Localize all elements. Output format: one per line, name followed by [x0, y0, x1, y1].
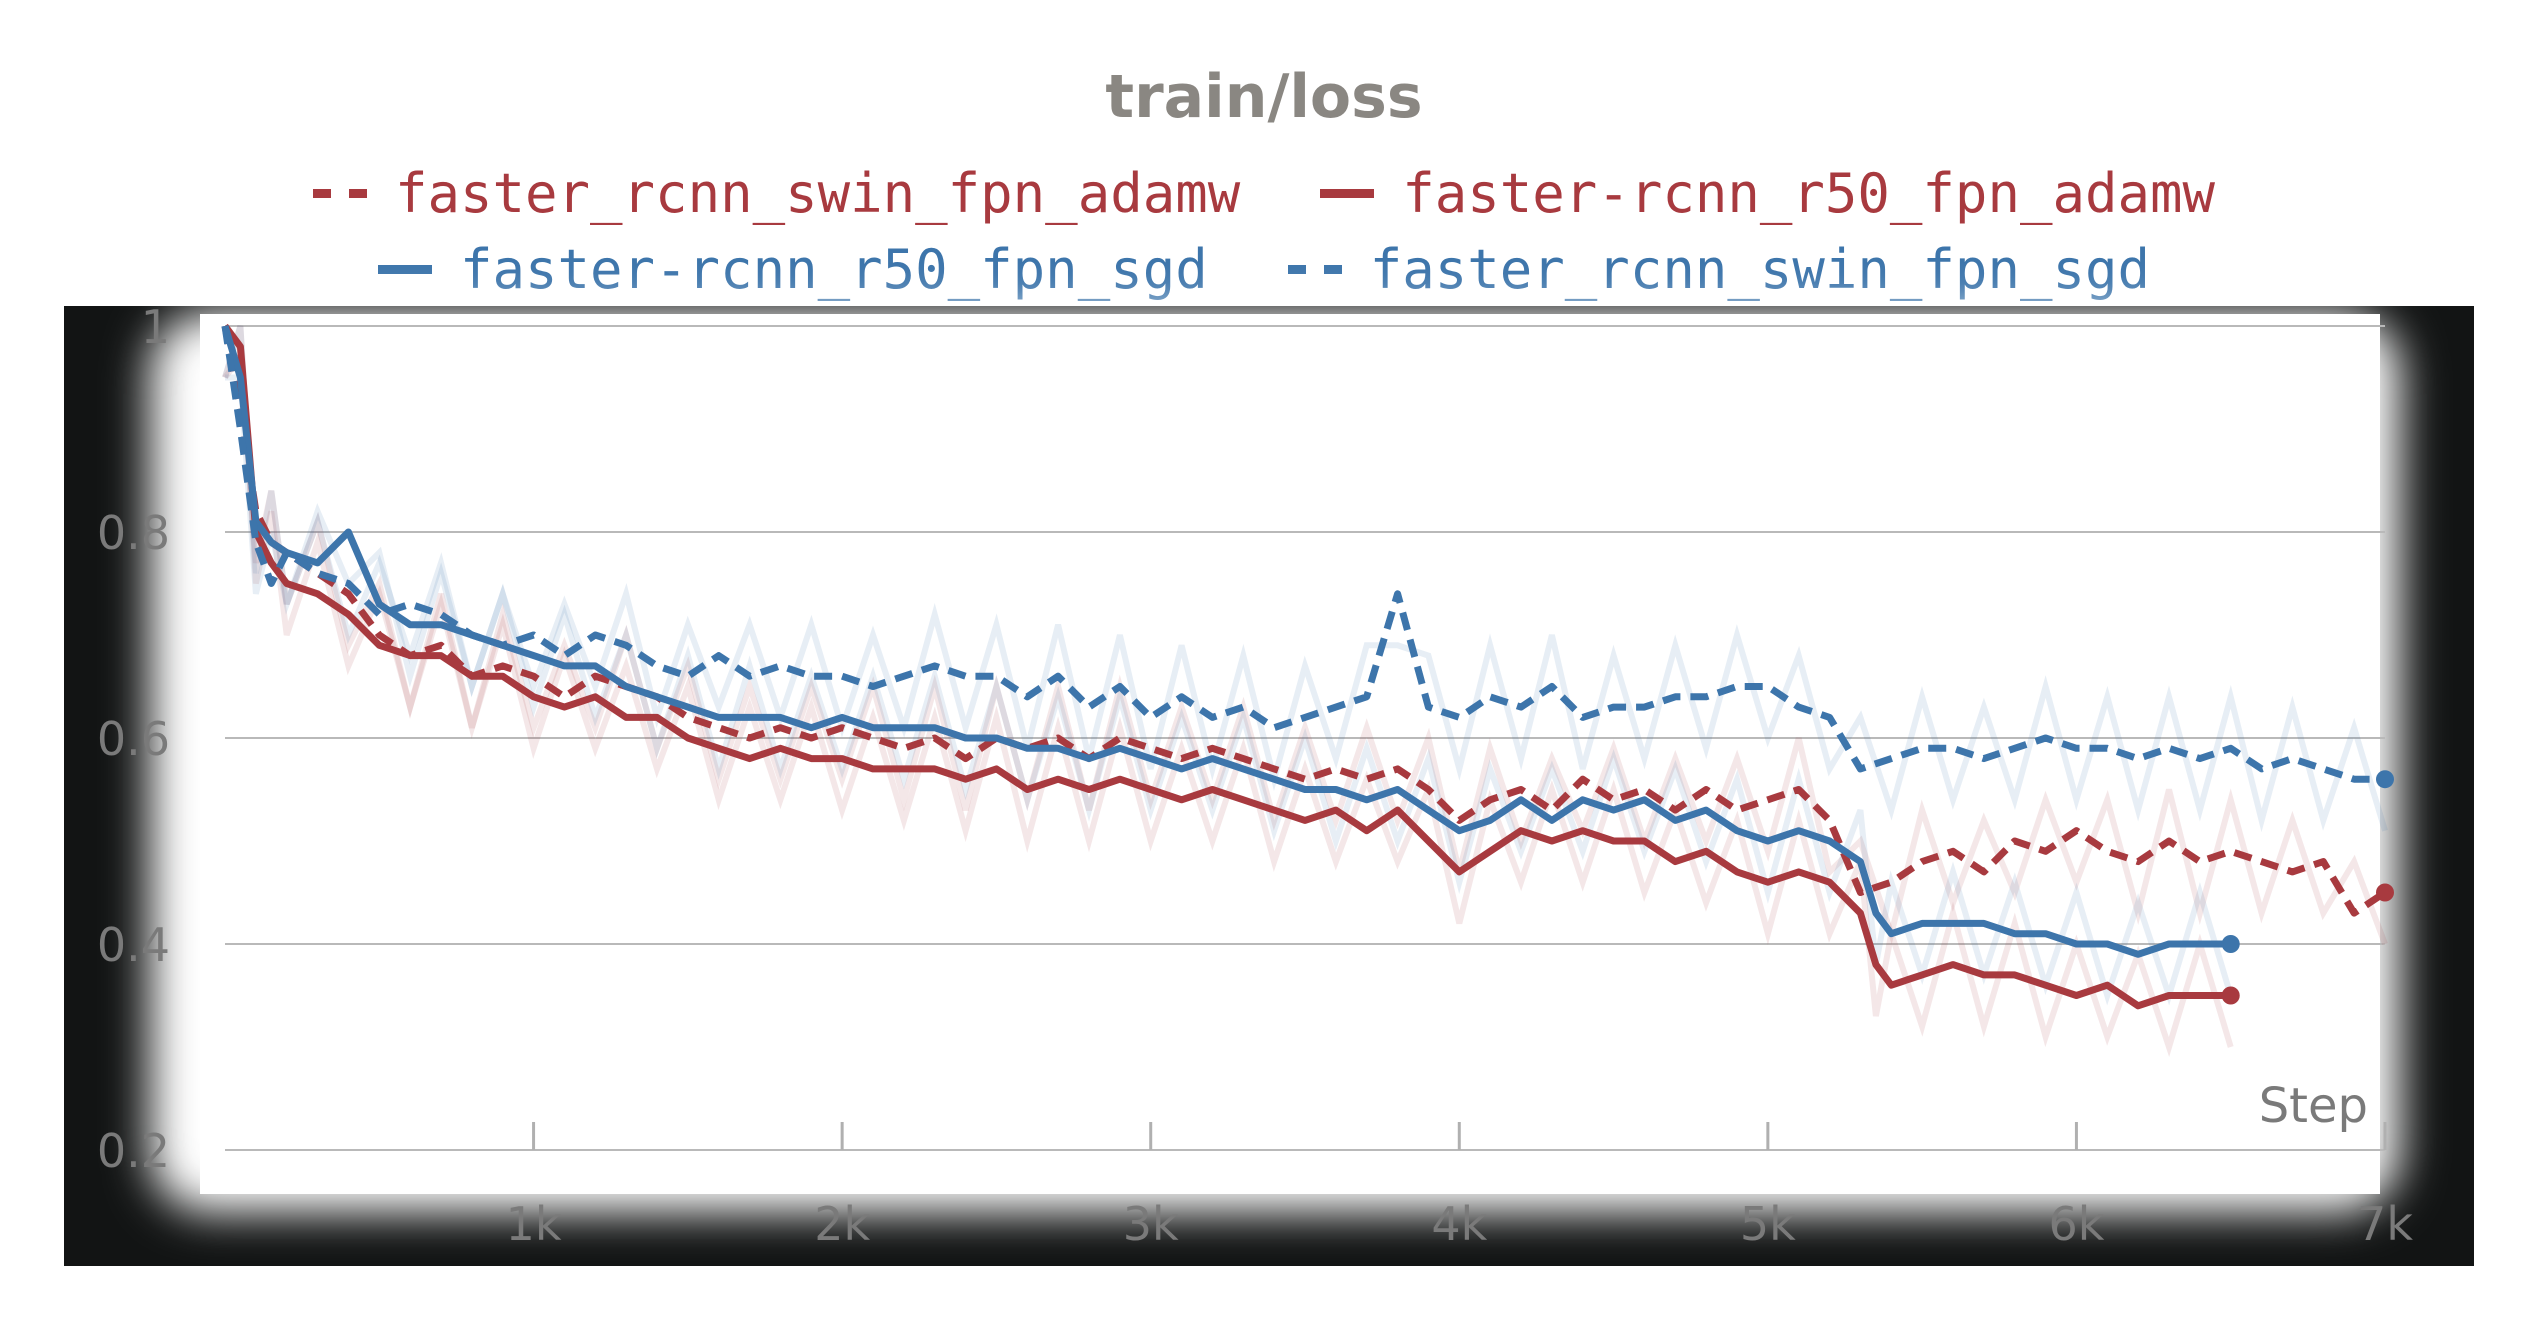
legend-item-swin-sgd[interactable]: faster_rcnn_swin_fpn_sgd [1287, 238, 2150, 301]
series-line[interactable] [221, 324, 2231, 958]
x-tick-label: 6k [2048, 1197, 2104, 1251]
y-tick-label: 0.4 [97, 918, 170, 972]
series-line[interactable] [221, 325, 2385, 783]
legend-row-1: faster_rcnn_swin_fpn_adamw faster-rcnn_r… [0, 162, 2528, 225]
legend-swatch-dashed-blue [1287, 265, 1342, 274]
legend-label: faster-rcnn_r50_fpn_sgd [459, 238, 1208, 301]
legend-swatch-dashed-red [312, 189, 367, 198]
series-raw-band [222, 348, 2388, 946]
y-tick-label: 0.6 [97, 712, 170, 766]
series-line[interactable] [222, 323, 2231, 1010]
chart-title: train/loss [1105, 62, 1423, 132]
legend-item-r50-adamw[interactable]: faster-rcnn_r50_fpn_adamw [1320, 162, 2215, 225]
series-end-point [2221, 986, 2240, 1005]
x-tick-label: 2k [814, 1197, 870, 1251]
legend-swatch-solid-red [1320, 189, 1375, 198]
x-tick-label: 1k [506, 1197, 562, 1251]
x-tick-label: 4k [1431, 1197, 1487, 1251]
legend-label: faster-rcnn_r50_fpn_adamw [1402, 162, 2216, 225]
legend-label: faster_rcnn_swin_fpn_sgd [1369, 238, 2150, 301]
legend-item-swin-adamw[interactable]: faster_rcnn_swin_fpn_adamw [312, 162, 1241, 225]
y-axis: 0.2 0.4 0.6 0.8 1 [97, 300, 170, 1178]
grid-lines [225, 325, 2385, 1151]
legend-item-r50-sgd[interactable]: faster-rcnn_r50_fpn_sgd [377, 238, 1208, 301]
plot-background [200, 314, 2380, 1194]
series-raw-band [222, 325, 2234, 1057]
legend-swatch-solid-blue [377, 265, 432, 274]
series-end-point [2221, 935, 2240, 953]
x-axis-label: Step [2259, 1078, 2368, 1134]
legend-row-2: faster-rcnn_r50_fpn_sgd faster_rcnn_swin… [0, 238, 2528, 301]
x-tick-label: 7k [2357, 1197, 2413, 1251]
y-tick-label: 1 [141, 300, 170, 354]
legend-label: faster_rcnn_swin_fpn_adamw [394, 162, 1241, 225]
series-end-point [2376, 883, 2394, 902]
series-group [221, 323, 2394, 1057]
series-line[interactable] [221, 325, 2387, 917]
y-tick-label: 0.8 [97, 506, 170, 560]
x-tick-label: 5k [1740, 1197, 1796, 1251]
y-tick-label: 0.2 [97, 1124, 170, 1178]
x-axis: 1k 2k 3k 4k 5k 6k 7k [506, 1122, 2413, 1251]
series-raw-band [222, 325, 2234, 1006]
series-end-point [2376, 770, 2394, 789]
x-tick-label: 3k [1123, 1197, 1179, 1251]
